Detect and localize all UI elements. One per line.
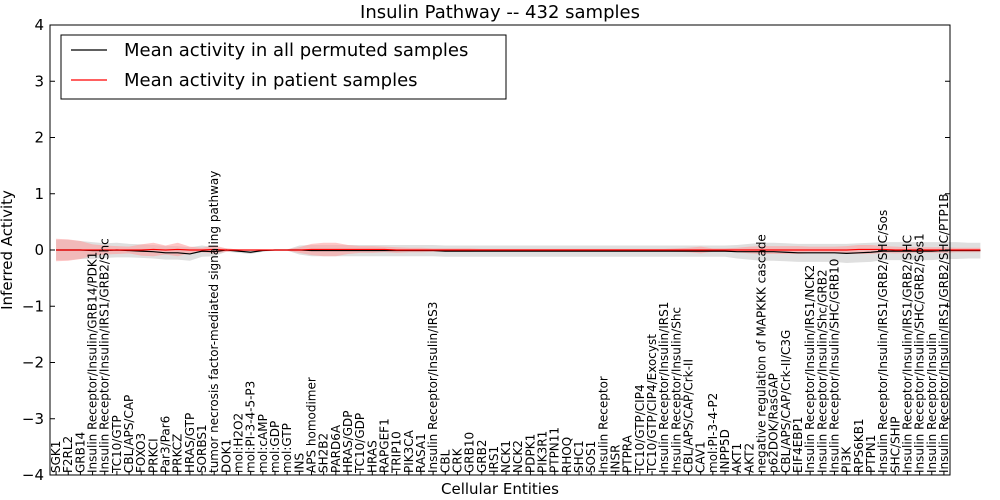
x-tick-label: SORBS1: [195, 424, 209, 473]
x-tick-label: INS: [292, 453, 306, 473]
x-tick-label: mol:GTP: [280, 423, 294, 473]
y-axis: −4 −3 −2 −1 0 1 2 3 4: [22, 16, 950, 484]
x-tick-label: Insulin Receptor/Insulin/IRS1/GRB2/SHC: [900, 235, 914, 473]
x-tick-label: p62DOK/RasGAP: [767, 373, 781, 473]
x-tick-label: RAPGEF1: [377, 418, 391, 473]
x-tick-label: TC10/GTP: [110, 415, 124, 474]
x-tick-label: EIF4EBP1: [791, 417, 805, 473]
x-tick-label: mol:cAMP: [256, 414, 270, 473]
y-tick-label: 2: [34, 129, 44, 147]
x-tick-label: Par3/Par6: [159, 416, 173, 473]
x-tick-label: SHC1: [572, 440, 586, 473]
x-tick-label: mol:PI-3-4-5-P3: [244, 381, 258, 473]
x-tick-label: AKT2: [742, 443, 756, 473]
x-tick-label: Insulin Receptor/Insulin/SHC/GRB2/Sos1: [913, 233, 927, 473]
x-tick-label: AKT1: [730, 443, 744, 473]
x-tick-label: PDPK1: [523, 434, 537, 473]
x-tick-label: Insulin Receptor/Insulin/Shc: [669, 307, 683, 473]
legend-box: [60, 34, 507, 100]
x-tick-label: NCK1: [499, 440, 513, 473]
x-tick-label: CBL/APS/CAP/Crk-II/C3G: [779, 330, 793, 473]
x-tick-label: Insulin Receptor/Insulin/IRS3: [426, 302, 440, 473]
x-axis: [55, 471, 945, 475]
y-tick-label: 1: [34, 185, 44, 203]
x-tick-label: TC10/GTP/CIP4/Exocyst: [645, 334, 659, 474]
x-tick-label: FOXO3: [134, 433, 148, 473]
x-tick-label: Insulin Receptor/Insulin/GRB14/PDK1: [86, 252, 100, 473]
x-tick-label: HRAS/GTP: [183, 413, 197, 473]
x-tick-label: IRS1: [487, 446, 501, 473]
x-tick-label: SGK1: [49, 441, 63, 473]
x-tick-label: negative regulation of MAPKKK cascade: [754, 234, 768, 473]
y-tick-label: 4: [34, 16, 44, 34]
y-tick-label: −1: [22, 297, 44, 315]
x-tick-label: PTPN1: [864, 435, 878, 473]
x-tick-label: mol:H2O2: [232, 413, 246, 473]
x-tick-label: TRIP10: [390, 431, 404, 474]
x-tick-label: CRK: [450, 447, 464, 473]
x-tick-label: Insulin Receptor/Insulin/IRS1: [657, 302, 671, 473]
x-tick-label: GRB2: [475, 439, 489, 473]
x-tick-label: Insulin Receptor/Insulin: [925, 333, 939, 473]
x-tick-label: SH2B2: [317, 433, 331, 473]
x-tick-label: Insulin Receptor/Insulin/SHC/GRB10: [827, 259, 841, 473]
x-tick-label: F2RL2: [61, 436, 75, 473]
x-tick-label: RASA1: [414, 433, 428, 473]
x-tick-label: Insulin Receptor/Insulin/IRS1/GRB2/SHC/P…: [937, 193, 951, 473]
x-axis-label: Cellular Entities: [441, 480, 559, 498]
line-series-0: [56, 249, 981, 255]
x-tick-label: CBL/APS/CAP: [122, 395, 136, 473]
x-tick-label: PIK3CA: [402, 429, 416, 473]
x-tick-label: HRAS/GDP: [341, 410, 355, 473]
y-tick-label: 0: [34, 241, 44, 259]
x-tick-label: PARD6A: [329, 424, 343, 473]
lines-layer: [56, 248, 981, 255]
y-axis-label: Inferred Activity: [0, 190, 16, 310]
y-tick-label: −2: [22, 354, 44, 372]
x-tick-label: tumor necrosis factor-mediated signaling…: [207, 171, 221, 473]
x-tick-label: CBL: [438, 449, 452, 473]
x-tick-label: CBL/APS/CAP/Crk-II: [682, 359, 696, 473]
x-tick-label: Insulin Receptor/Insulin/IRS1/GRB2/Shc: [98, 238, 112, 473]
x-tick-label: PTPN11: [548, 427, 562, 473]
x-tick-label: PI3K: [840, 446, 854, 473]
x-tick-label: NCK2: [511, 440, 525, 473]
x-tick-label: DOK1: [219, 439, 233, 473]
x-tick-label: RHOQ: [560, 437, 574, 473]
y-tick-label: 3: [34, 72, 44, 90]
y-tick-label: −4: [22, 466, 44, 484]
x-tick-label: SHC/SHIP: [888, 417, 902, 473]
x-tick-label: Insulin Receptor: [596, 376, 610, 473]
x-tick-label: INSR: [609, 445, 623, 473]
x-tick-label: CAV1: [694, 441, 708, 473]
x-tick-label: TC10/GDP: [353, 413, 367, 474]
x-tick-label: INPP5D: [718, 429, 732, 473]
x-tick-label: GRB14: [73, 432, 87, 473]
legend-patient-label: Mean activity in patient samples: [124, 70, 418, 91]
x-tick-label: TC10/GTP/CIP4: [633, 384, 647, 474]
x-tick-label: mol:PI-3-4-P2: [706, 393, 720, 473]
legend: Mean activity in all permuted samples Me…: [60, 34, 507, 100]
x-tick-label: APS homodimer: [304, 377, 318, 473]
y-tick-label: −3: [22, 410, 44, 428]
x-tick-label: PIK3R1: [536, 431, 550, 473]
chart-title: Insulin Pathway -- 432 samples: [360, 2, 640, 23]
x-tick-label: PTPRA: [621, 434, 635, 473]
x-tick-label: GRB10: [463, 432, 477, 473]
x-tick-label: PRKCI: [146, 438, 160, 473]
line-series-1: [56, 248, 981, 251]
x-tick-label: HRAS: [365, 440, 379, 473]
x-tick-label: SOS1: [584, 441, 598, 473]
x-tick-label: PRKCZ: [171, 434, 185, 473]
x-tick-label: RPS6KB1: [852, 418, 866, 473]
x-tick-label: Insulin Receptor/Insulin/Shc/GRB2: [815, 269, 829, 473]
x-tick-label: Insulin Receptor/Insulin/IRS1/GRB2/SHC/S…: [876, 210, 890, 473]
x-tick-label: mol:GDP: [268, 421, 282, 473]
x-tick-label: Insulin Receptor/Insulin/IRS1/NCK2: [803, 265, 817, 473]
legend-permuted-label: Mean activity in all permuted samples: [124, 40, 468, 61]
